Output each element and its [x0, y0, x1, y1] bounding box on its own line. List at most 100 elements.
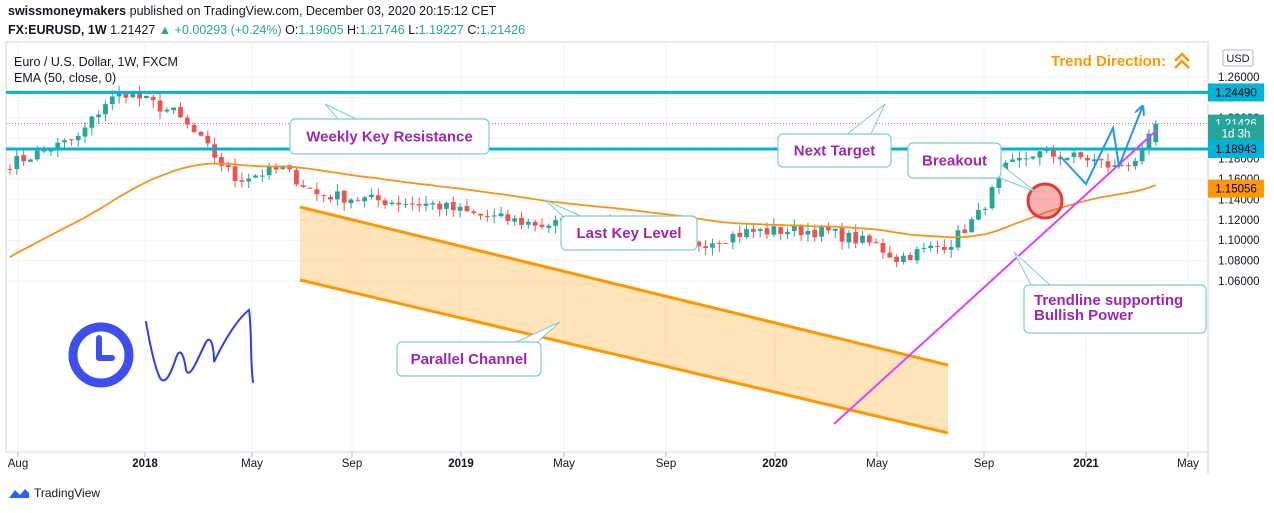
candle-body	[232, 166, 238, 182]
x-tick-label: Sep	[342, 458, 362, 470]
parallel-channel-callout-box	[396, 341, 542, 377]
high-value: 1.21746	[359, 23, 405, 37]
candle-body	[246, 178, 252, 182]
tradingview-footer[interactable]: TradingView	[8, 486, 100, 500]
candle-body	[68, 139, 74, 141]
projection-path	[1059, 108, 1142, 186]
currency-box[interactable]	[1222, 49, 1254, 67]
candle-body	[525, 221, 531, 225]
candle-body	[764, 228, 770, 235]
candle-body	[341, 190, 347, 203]
candle-body	[300, 185, 306, 187]
drawings: Weekly Key Resistance Last Key Level Next …	[289, 103, 1207, 425]
candle-body	[103, 104, 108, 115]
candle-body	[785, 231, 790, 235]
candle-body	[955, 230, 961, 248]
candle-body	[164, 109, 170, 112]
candle-body	[737, 232, 743, 237]
channel-lower-line	[299, 278, 949, 435]
candle-body	[703, 246, 709, 248]
price-tag-box	[1208, 179, 1264, 198]
candle-body	[1010, 159, 1015, 162]
time-axis: Aug 2018 May Sep 2019 May Sep 2020 May Sep 2021 May	[8, 452, 1199, 470]
last-key-level-callout: Last Key Level	[544, 199, 698, 251]
weekly-key-resistance-callout: Weekly Key Resistance	[289, 103, 490, 155]
candle-body	[716, 242, 722, 244]
trendline-callout-text: Trendline supporting	[1034, 292, 1183, 309]
published-text: published on TradingView.com, December 0…	[129, 4, 497, 18]
candle-body	[928, 245, 934, 249]
candle-body	[369, 194, 374, 198]
candle-body	[512, 218, 518, 222]
candle-body	[198, 131, 204, 136]
candle-body	[471, 211, 477, 214]
key-levels	[6, 90, 1208, 151]
candle-body	[1023, 158, 1029, 160]
candle-body	[14, 155, 20, 170]
candle-body	[1132, 160, 1138, 167]
candle-body	[791, 225, 797, 232]
candle-body	[1112, 165, 1118, 167]
ema-line	[9, 162, 1157, 258]
candle-body	[1139, 149, 1145, 162]
currency-label: USD	[1226, 53, 1249, 65]
price-tag-box	[1208, 83, 1264, 102]
candle-body	[894, 256, 899, 263]
candle-body	[212, 144, 217, 158]
price-tag-box	[1208, 124, 1264, 143]
candle-body	[1078, 152, 1084, 158]
candle-body	[1098, 159, 1104, 161]
candle-body	[969, 219, 975, 233]
chart-header: swissmoneymakers published on TradingVie…	[8, 3, 1268, 38]
x-tick-label: Aug	[8, 458, 28, 470]
x-tick-label: May	[241, 458, 263, 470]
candle-body	[150, 96, 156, 101]
candle-body	[464, 205, 470, 212]
candle-body	[294, 170, 299, 185]
candle-body	[778, 227, 784, 234]
candle-body	[1057, 157, 1063, 160]
candle-body	[539, 224, 545, 227]
trendline-callout-pointer	[1013, 251, 1054, 288]
candle-body	[1119, 164, 1125, 166]
candle-body	[205, 135, 211, 144]
trend-direction-label: Trend Direction:	[1051, 53, 1166, 70]
candle-body	[137, 93, 142, 99]
x-tick-label: 2021	[1073, 458, 1099, 470]
candle-body	[921, 247, 927, 249]
candle-body	[962, 229, 968, 233]
candle-body	[21, 155, 27, 162]
candle-body	[901, 255, 906, 262]
candle-body	[239, 180, 245, 182]
candle-body	[314, 189, 320, 195]
x-tick-label: May	[1177, 458, 1199, 470]
candle-body	[989, 187, 995, 209]
candle-body	[389, 202, 395, 205]
candle-body	[144, 95, 149, 99]
candle-body	[328, 196, 333, 200]
breakout-circle	[1026, 182, 1064, 220]
candle-body	[96, 114, 102, 118]
candle-body	[348, 199, 354, 204]
candle-body	[171, 107, 177, 111]
trendline-callout-text: Bullish Power	[1034, 307, 1133, 324]
publisher-name[interactable]: swissmoneymakers	[8, 4, 127, 18]
candle-body	[853, 231, 859, 244]
candle-body	[1091, 159, 1097, 162]
candle-body	[1085, 157, 1090, 161]
close-value: 1.21426	[479, 23, 525, 37]
candle-body	[89, 116, 95, 128]
next-target-callout-pointer	[843, 103, 886, 137]
indicator-legend: EMA (50, close, 0)	[14, 71, 116, 85]
candle-body	[860, 235, 865, 243]
candle-body	[130, 92, 136, 98]
candle-body	[375, 195, 381, 201]
double-chevron-up-icon	[1174, 52, 1190, 69]
candle-body	[416, 204, 422, 206]
last-key-level-callout-text: Last Key Level	[576, 225, 681, 242]
candle-body	[757, 229, 763, 231]
candle-body	[1064, 157, 1070, 160]
